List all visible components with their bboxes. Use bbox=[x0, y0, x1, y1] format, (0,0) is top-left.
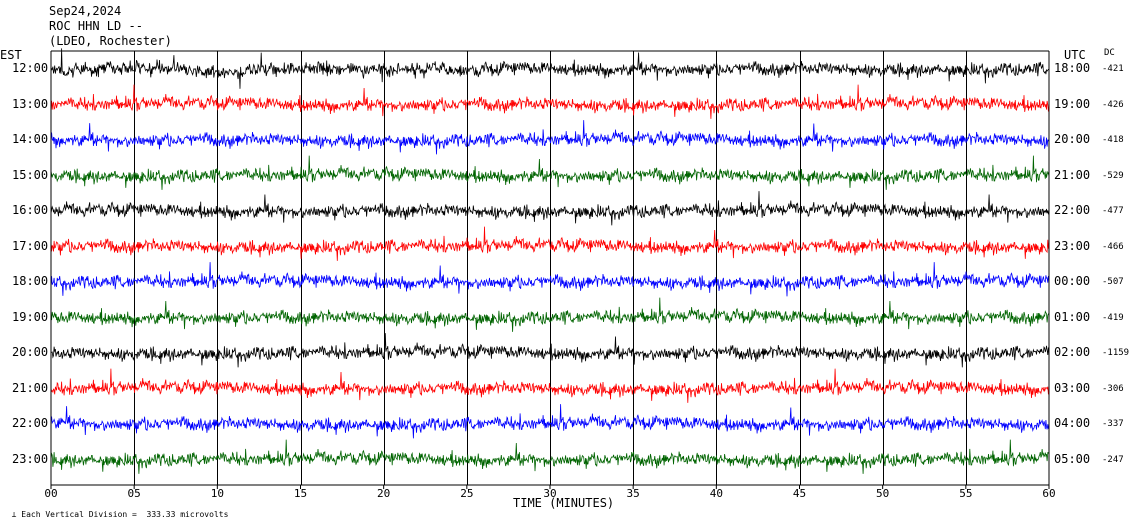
trace-line bbox=[50, 404, 1050, 439]
x-tick-label: 15 bbox=[294, 487, 307, 500]
est-hour-label: 22:00 bbox=[12, 416, 49, 430]
trace-line bbox=[50, 226, 1050, 261]
dc-offset-label: -421 bbox=[1102, 64, 1124, 74]
dc-offset-label: -529 bbox=[1102, 170, 1124, 181]
est-hour-label: 13:00 bbox=[12, 96, 49, 111]
trace-line bbox=[50, 120, 1050, 155]
x-tick-label: 45 bbox=[793, 487, 806, 500]
est-hour-label: 14:00 bbox=[12, 132, 49, 146]
dc-offset-label: -507 bbox=[1102, 277, 1124, 287]
x-tick-label: 05 bbox=[128, 487, 141, 500]
x-tick-label: 55 bbox=[959, 487, 972, 500]
grid-lines bbox=[134, 51, 967, 485]
x-tick-label: 00 bbox=[44, 487, 57, 500]
utc-hour-label: 01:00 bbox=[1054, 309, 1091, 324]
trace-layer bbox=[50, 48, 1050, 474]
utc-hour-label: 02:00 bbox=[1054, 345, 1091, 359]
dc-offset-label: -466 bbox=[1102, 241, 1124, 252]
scale-icon: ⟂ bbox=[11, 510, 22, 519]
dc-offset-label: -1159 bbox=[1102, 348, 1130, 358]
dc-offset-label: -418 bbox=[1102, 135, 1124, 145]
trace-line bbox=[50, 262, 1050, 297]
x-tick-label: 30 bbox=[543, 487, 556, 500]
utc-hour-label: 18:00 bbox=[1054, 61, 1091, 75]
dc-offset-label: -477 bbox=[1102, 206, 1124, 216]
x-tick-label: 10 bbox=[211, 487, 224, 500]
est-hour-label: 23:00 bbox=[12, 451, 49, 466]
trace-line bbox=[50, 439, 1050, 474]
est-hour-label: 17:00 bbox=[12, 238, 49, 253]
x-tick-label: 50 bbox=[876, 487, 889, 500]
dc-offset-label: -247 bbox=[1102, 454, 1124, 465]
trace-line bbox=[50, 48, 1050, 89]
dc-offset-label: -426 bbox=[1102, 99, 1124, 110]
est-hour-label: 12:00 bbox=[12, 61, 49, 75]
station-label: ROC HHN LD -- bbox=[49, 19, 143, 33]
x-tick-label: 20 bbox=[377, 487, 390, 500]
utc-hour-label: 23:00 bbox=[1054, 238, 1091, 253]
right-axis-label: UTC bbox=[1064, 48, 1086, 62]
footer-scale-note: ⟂ Each Vertical Division = 333.33 microv… bbox=[2, 501, 229, 519]
utc-hour-label: 03:00 bbox=[1054, 380, 1091, 395]
x-axis-label: TIME (MINUTES) bbox=[513, 496, 615, 510]
utc-hour-label: 22:00 bbox=[1054, 203, 1091, 217]
utc-hour-label: 20:00 bbox=[1054, 132, 1091, 146]
utc-hour-label: 00:00 bbox=[1054, 274, 1091, 288]
x-tick-labels: 00 05 10 15 20 25 30 35 40 45 50 55 60 bbox=[44, 485, 1056, 500]
x-tick-label: 25 bbox=[460, 487, 473, 500]
est-hour-label: 16:00 bbox=[12, 203, 49, 217]
trace-line bbox=[50, 297, 1050, 332]
est-hour-label: 20:00 bbox=[12, 345, 49, 359]
trace-line bbox=[50, 155, 1050, 190]
x-tick-label: 40 bbox=[710, 487, 723, 500]
dc-offset-label: -419 bbox=[1102, 312, 1124, 323]
est-hour-label: 19:00 bbox=[12, 309, 49, 324]
x-tick-label: 35 bbox=[627, 487, 640, 500]
trace-line bbox=[50, 84, 1050, 119]
est-hour-label: 21:00 bbox=[12, 380, 49, 395]
dc-header-label: DC bbox=[1104, 48, 1115, 58]
utc-hour-label: 21:00 bbox=[1054, 167, 1091, 182]
est-hour-label: 15:00 bbox=[12, 167, 49, 182]
footer-text: Each Vertical Division = 333.33 microvol… bbox=[21, 510, 229, 519]
network-label: (LDEO, Rochester) bbox=[49, 34, 172, 48]
left-axis-label: EST bbox=[0, 48, 22, 62]
trace-line bbox=[50, 333, 1050, 368]
utc-hour-label: 19:00 bbox=[1054, 96, 1091, 111]
trace-line bbox=[50, 368, 1050, 403]
trace-line bbox=[50, 191, 1050, 226]
utc-hour-label: 05:00 bbox=[1054, 451, 1091, 466]
dc-offset-label: -306 bbox=[1102, 383, 1124, 394]
x-tick-label: 60 bbox=[1042, 487, 1055, 500]
date-label: Sep24,2024 bbox=[49, 4, 122, 18]
utc-hour-label: 04:00 bbox=[1054, 416, 1091, 430]
est-hour-label: 18:00 bbox=[12, 274, 49, 288]
dc-offset-label: -337 bbox=[1102, 419, 1124, 429]
